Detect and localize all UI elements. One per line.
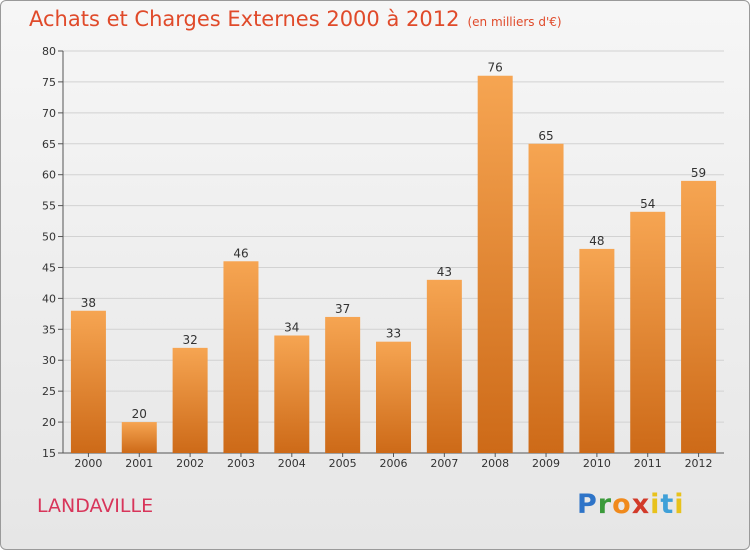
- bar-2012: [681, 180, 717, 453]
- data-label-2007: 43: [437, 265, 452, 279]
- bar-2011: [630, 211, 666, 453]
- y-tick-label: 40: [42, 292, 56, 305]
- x-tick-label-2006: 2006: [380, 457, 408, 470]
- x-tick-label-2004: 2004: [278, 457, 306, 470]
- bar-2001: [121, 422, 157, 453]
- chart-subtitle: (en milliers d'€): [467, 15, 562, 29]
- chart-title-text: Achats et Charges Externes 2000 à 2012: [29, 7, 460, 31]
- y-tick-label: 35: [42, 323, 56, 336]
- data-label-2010: 48: [589, 234, 604, 248]
- y-tick-label: 30: [42, 354, 56, 367]
- y-tick-label: 65: [42, 138, 56, 151]
- bar-2004: [274, 335, 310, 453]
- x-tick-label-2008: 2008: [481, 457, 509, 470]
- x-tick-label-2010: 2010: [583, 457, 611, 470]
- data-label-2004: 34: [284, 320, 299, 334]
- bar-2010: [579, 248, 615, 453]
- x-tick-label-2007: 2007: [430, 457, 458, 470]
- x-tick-label-2002: 2002: [176, 457, 204, 470]
- bars: 38 20 32 46 34 37 33 43 76 65 48 54 59: [70, 61, 717, 453]
- data-label-2008: 76: [488, 61, 503, 75]
- y-tick-label: 20: [42, 416, 56, 429]
- data-label-2006: 33: [386, 327, 401, 341]
- x-tick-label-2009: 2009: [532, 457, 560, 470]
- city-name: LANDAVILLE: [37, 495, 154, 517]
- data-label-2002: 32: [182, 333, 197, 347]
- bar-2009: [528, 143, 564, 453]
- data-label-2003: 46: [233, 246, 248, 260]
- proxiti-logo: Proxiti: [577, 489, 685, 520]
- x-tick-label-2001: 2001: [125, 457, 153, 470]
- data-label-2000: 38: [81, 296, 96, 310]
- x-tick-label-2012: 2012: [685, 457, 713, 470]
- bar-2006: [376, 341, 411, 453]
- bar-2007: [426, 279, 462, 453]
- bar-2005: [325, 316, 361, 453]
- y-tick-label: 60: [42, 169, 56, 182]
- y-tick-label: 25: [42, 385, 56, 398]
- x-tick-label-2011: 2011: [634, 457, 662, 470]
- bar-2008: [477, 75, 513, 453]
- y-tick-label: 15: [42, 447, 56, 460]
- data-label-2001: 20: [132, 407, 147, 421]
- data-label-2011: 54: [640, 197, 655, 211]
- y-tick-label: 45: [42, 261, 56, 274]
- y-tick-label: 55: [42, 200, 56, 213]
- x-tick-label-2003: 2003: [227, 457, 255, 470]
- bar-2003: [223, 261, 259, 453]
- y-tick-label: 70: [42, 107, 56, 120]
- y-tick-label: 50: [42, 231, 56, 244]
- bar-2000: [70, 310, 106, 453]
- data-label-2009: 65: [538, 129, 553, 143]
- data-label-2005: 37: [335, 302, 350, 316]
- bar-2002: [172, 347, 208, 453]
- y-axis-ticks: 15 20 25 30 35 40 45 50 55 60 65 70 75 80: [42, 45, 63, 460]
- x-tick-label-2005: 2005: [329, 457, 357, 470]
- y-tick-label: 80: [42, 45, 56, 58]
- chart-title: Achats et Charges Externes 2000 à 2012 (e…: [29, 7, 562, 31]
- x-tick-label-2000: 2000: [74, 457, 102, 470]
- data-label-2012: 59: [691, 166, 706, 180]
- y-tick-label: 75: [42, 76, 56, 89]
- x-axis-ticks: 2000 2001 2002 2003 2004 2005 2006 2007 2008 2009…: [74, 453, 713, 470]
